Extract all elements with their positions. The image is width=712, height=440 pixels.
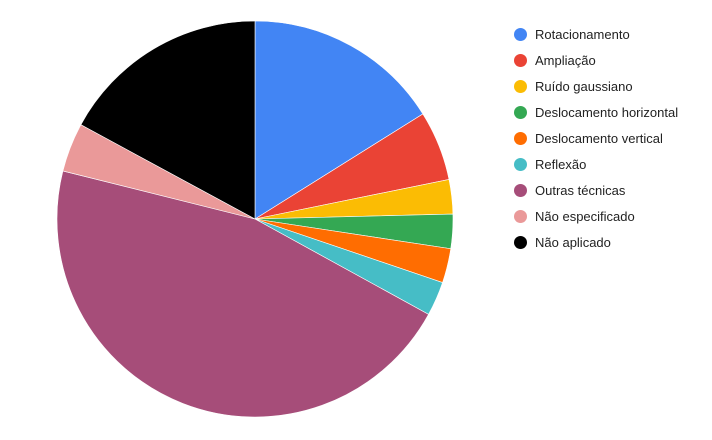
legend-item-nao-aplicado: Não aplicado (514, 229, 678, 255)
legend-swatch (514, 53, 527, 67)
legend-item-ruido-gaussiano: Ruído gaussiano (514, 73, 678, 99)
legend-item-outras-tecnicas: Outras técnicas (514, 177, 678, 203)
legend-swatch (514, 27, 527, 41)
legend-swatch (514, 235, 527, 249)
pie-slices (56, 20, 454, 418)
legend-swatch (514, 131, 527, 145)
legend-swatch (514, 105, 527, 119)
legend-item-deslocamento-horizontal: Deslocamento horizontal (514, 99, 678, 125)
legend-item-rotacionamento: Rotacionamento (514, 21, 678, 47)
legend-label: Ampliação (535, 52, 596, 68)
pie-slice-outras-tecnicas (56, 170, 429, 418)
pie-slice-rotacionamento (254, 20, 424, 220)
legend-label: Não especificado (535, 208, 635, 224)
legend-label: Rotacionamento (535, 26, 630, 42)
legend-swatch (514, 157, 527, 171)
legend-label: Ruído gaussiano (535, 78, 633, 94)
legend-item-reflexao: Reflexão (514, 151, 678, 177)
legend-swatch (514, 209, 527, 223)
legend-swatch (514, 79, 527, 93)
legend-label: Deslocamento vertical (535, 130, 663, 146)
legend-item-deslocamento-vertical: Deslocamento vertical (514, 125, 678, 151)
legend-label: Deslocamento horizontal (535, 104, 679, 120)
pie-slice-nao-aplicado (80, 20, 256, 220)
legend-swatch (514, 183, 527, 197)
legend: Rotacionamento Ampliação Ruído gaussiano De… (514, 21, 678, 255)
legend-label: Reflexão (535, 156, 587, 172)
legend-item-ampliacao: Ampliação (514, 47, 678, 73)
legend-item-nao-especificado: Não especificado (514, 203, 678, 229)
legend-label: Outras técnicas (535, 182, 626, 198)
legend-label: Não aplicado (535, 234, 611, 250)
